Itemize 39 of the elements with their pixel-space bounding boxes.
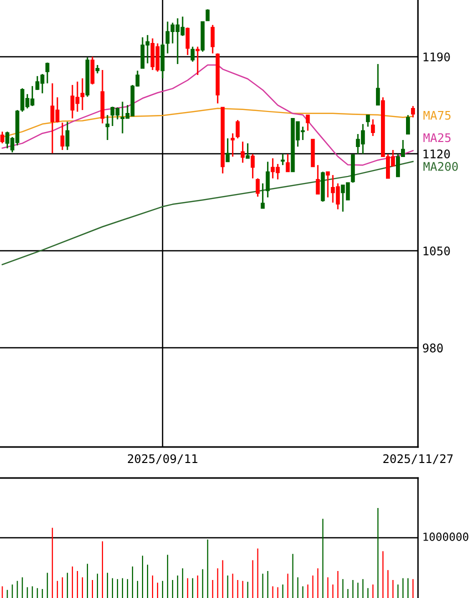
candlestick xyxy=(196,46,200,76)
candlestick xyxy=(65,121,70,151)
candlestick xyxy=(316,164,320,195)
candlestick xyxy=(236,119,240,140)
series-label: MA25 xyxy=(424,133,450,142)
candlestick xyxy=(230,132,235,158)
candlestick xyxy=(286,153,290,172)
candlestick xyxy=(246,142,250,159)
candlestick xyxy=(376,63,380,106)
candlestick xyxy=(226,138,230,162)
line-series xyxy=(2,160,414,266)
candlestick xyxy=(366,114,370,128)
candlestick xyxy=(306,114,310,132)
y-tick-label: 1050 xyxy=(424,246,450,256)
candlestick xyxy=(190,46,195,62)
candlestick xyxy=(106,114,110,141)
text: 1000000 xyxy=(424,532,468,541)
candlestick xyxy=(80,78,84,111)
candlestick xyxy=(326,171,330,198)
candlestick xyxy=(210,24,215,54)
candlestick xyxy=(186,26,190,56)
candlestick xyxy=(256,178,260,198)
candlestick xyxy=(240,140,245,164)
candlestick xyxy=(45,62,50,84)
y-tick-label: 1120 xyxy=(424,149,450,158)
candlestick xyxy=(406,114,410,135)
candlestick xyxy=(250,153,255,180)
x-tick-label: 2025/11/27 xyxy=(383,454,453,464)
candlestick xyxy=(0,130,4,144)
candlestick xyxy=(60,122,64,151)
series-label: MA200 xyxy=(424,162,458,171)
x-tick-label: 2025/09/11 xyxy=(128,454,198,464)
y-tick-label: 980 xyxy=(422,344,443,352)
y-tick-label: 1190 xyxy=(424,52,450,62)
candlestick xyxy=(280,153,285,166)
candlestick xyxy=(90,56,94,86)
candlestick xyxy=(370,118,375,137)
series-label: MA75 xyxy=(424,110,450,120)
candlestick xyxy=(411,105,415,118)
